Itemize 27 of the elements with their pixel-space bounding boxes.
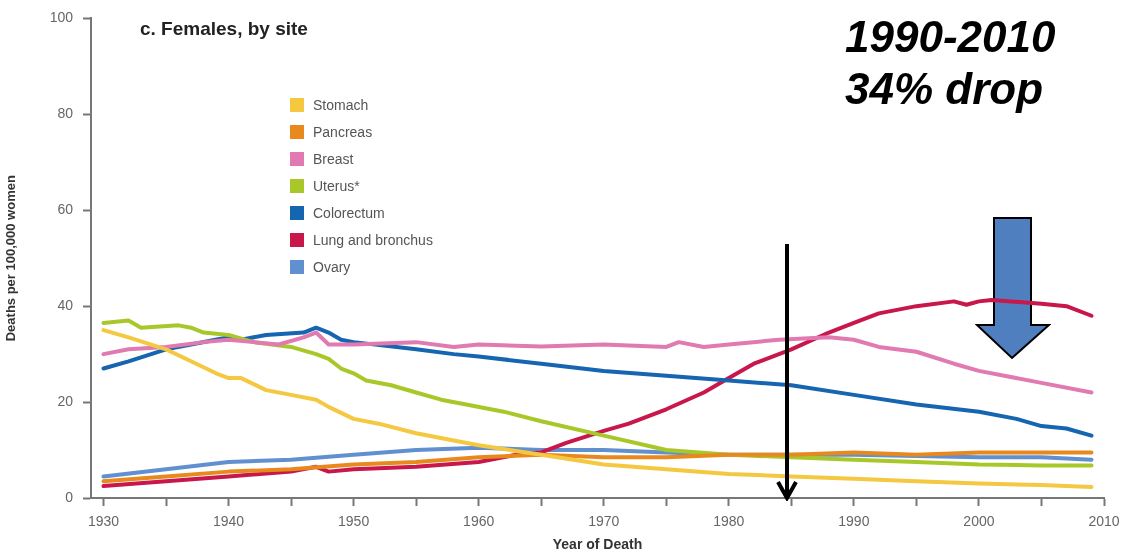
legend-label: Pancreas (313, 123, 373, 140)
y-tick-label: 20 (57, 392, 74, 409)
x-tick-label: 1940 (212, 513, 245, 530)
x-tick-label: 2010 (1088, 513, 1120, 530)
y-tick-label: 60 (57, 201, 74, 218)
legend-label: Uterus* (313, 177, 360, 194)
legend-label: Stomach (313, 96, 369, 113)
y-tick-label: 100 (49, 9, 74, 26)
x-axis-title: Year of Death (552, 536, 643, 553)
y-tick-label: 40 (57, 297, 74, 314)
x-tick-label: 1980 (713, 513, 745, 530)
y-tick-label: 80 (57, 105, 74, 122)
x-tick-label: 1950 (338, 513, 370, 530)
x-tick-label: 1930 (87, 513, 120, 530)
legend-label: Breast (313, 150, 354, 167)
annotation: 34% drop (845, 64, 1044, 114)
y-axis-title: Deaths per 100,000 women (3, 175, 19, 342)
x-tick-label: 1960 (463, 513, 495, 530)
annotation: 1990-2010 (845, 12, 1056, 62)
x-tick-label: 1990 (838, 513, 870, 530)
legend-label: Colorectum (313, 204, 385, 221)
legend-label: Lung and bronchus (313, 231, 433, 248)
y-tick-label: 0 (65, 488, 74, 505)
x-tick-label: 2000 (963, 513, 995, 530)
x-tick-label: 1970 (588, 513, 620, 530)
legend-label: Ovary (313, 258, 351, 275)
chart-title: c. Females, by site (140, 18, 308, 40)
